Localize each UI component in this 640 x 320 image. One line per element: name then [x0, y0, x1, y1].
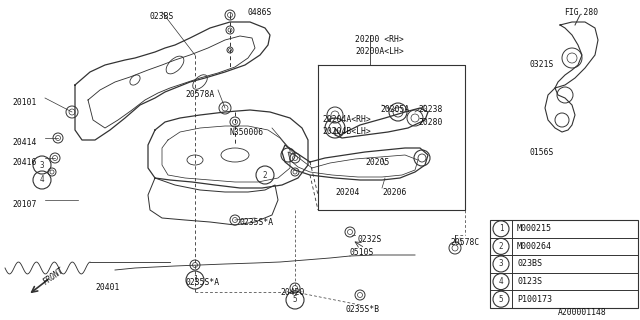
Text: 023BS: 023BS	[517, 260, 542, 268]
Text: 20204B<LH>: 20204B<LH>	[322, 127, 371, 136]
Text: M000264: M000264	[517, 242, 552, 251]
Text: 0123S: 0123S	[517, 277, 542, 286]
Text: 0235S*B: 0235S*B	[345, 305, 379, 314]
Text: 20416: 20416	[12, 158, 36, 167]
Text: 20206: 20206	[382, 188, 406, 197]
Bar	[490, 220, 638, 308]
Text: 20200A<LH>: 20200A<LH>	[355, 47, 404, 56]
Text: 20578A: 20578A	[185, 90, 214, 99]
Text: 3: 3	[40, 161, 44, 170]
Text: 20205A: 20205A	[380, 105, 409, 114]
Text: 20280: 20280	[418, 118, 442, 127]
Text: 2: 2	[499, 242, 503, 251]
Text: 4: 4	[499, 277, 503, 286]
Text: 20578C: 20578C	[450, 238, 479, 247]
Text: 20200 <RH>: 20200 <RH>	[355, 35, 404, 44]
Text: 0235S*A: 0235S*A	[185, 278, 219, 287]
Text: N350006: N350006	[230, 128, 264, 137]
Text: 3: 3	[499, 260, 503, 268]
Text: 0486S: 0486S	[247, 8, 271, 17]
Text: FRONT: FRONT	[42, 266, 66, 287]
Text: P100173: P100173	[517, 295, 552, 304]
Text: 20401: 20401	[95, 283, 120, 292]
Text: A200001148: A200001148	[558, 308, 607, 317]
Text: 0235S*A: 0235S*A	[240, 218, 274, 227]
Text: 2: 2	[262, 171, 268, 180]
Text: 1: 1	[193, 276, 197, 284]
Text: 023BS: 023BS	[150, 12, 174, 21]
Text: 4: 4	[40, 175, 44, 185]
Text: 0232S: 0232S	[358, 235, 382, 244]
Text: 1: 1	[499, 224, 503, 233]
Text: 20204A<RH>: 20204A<RH>	[322, 115, 371, 124]
Text: 20204: 20204	[335, 188, 360, 197]
Text: 5: 5	[499, 295, 503, 304]
Text: FIG.280: FIG.280	[564, 8, 598, 17]
Text: M000215: M000215	[517, 224, 552, 233]
Text: 20107: 20107	[12, 200, 36, 209]
Text: 0321S: 0321S	[530, 60, 554, 69]
Text: 20205: 20205	[365, 158, 389, 167]
Text: 20238: 20238	[418, 105, 442, 114]
Text: 20101: 20101	[12, 98, 36, 107]
Text: 20420: 20420	[280, 288, 305, 297]
Text: 5: 5	[292, 295, 298, 305]
Text: 0510S: 0510S	[350, 248, 374, 257]
Text: 0156S: 0156S	[530, 148, 554, 157]
Text: 20414: 20414	[12, 138, 36, 147]
